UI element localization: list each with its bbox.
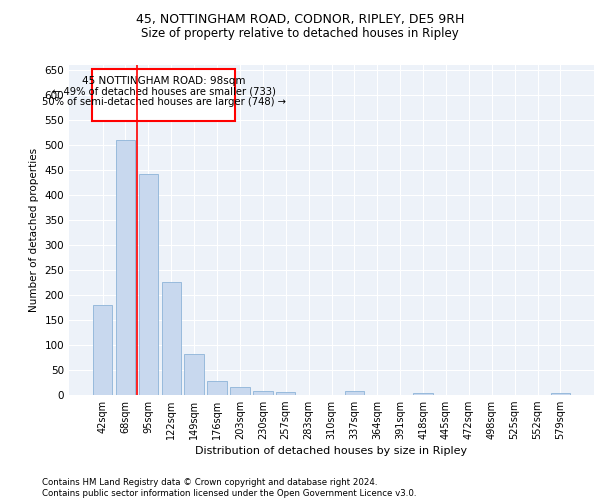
Bar (208, 381, 227, 395)
Bar (116, 140, 135, 395)
Text: Contains HM Land Registry data © Crown copyright and database right 2024.
Contai: Contains HM Land Registry data © Crown c… (42, 478, 416, 498)
Bar (253, 391, 272, 395)
Y-axis label: Number of detached properties: Number of detached properties (29, 148, 39, 312)
Text: 50% of semi-detached houses are larger (748) →: 50% of semi-detached houses are larger (… (42, 97, 286, 107)
Bar (344, 391, 364, 395)
Bar (413, 392, 433, 395)
Bar (161, 282, 181, 395)
Text: Size of property relative to detached houses in Ripley: Size of property relative to detached ho… (141, 28, 459, 40)
Bar (230, 387, 250, 395)
Bar (184, 354, 204, 395)
Text: 45, NOTTINGHAM ROAD, CODNOR, RIPLEY, DE5 9RH: 45, NOTTINGHAM ROAD, CODNOR, RIPLEY, DE5… (136, 12, 464, 26)
Bar (276, 392, 295, 395)
Bar (139, 174, 158, 395)
Bar (551, 392, 570, 395)
FancyBboxPatch shape (92, 69, 235, 121)
Bar (93, 305, 112, 395)
Text: ← 49% of detached houses are smaller (733): ← 49% of detached houses are smaller (73… (52, 86, 276, 97)
X-axis label: Distribution of detached houses by size in Ripley: Distribution of detached houses by size … (196, 446, 467, 456)
Text: 45 NOTTINGHAM ROAD: 98sqm: 45 NOTTINGHAM ROAD: 98sqm (82, 76, 245, 86)
